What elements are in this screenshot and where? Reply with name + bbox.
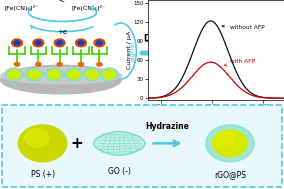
Circle shape: [100, 68, 119, 81]
Circle shape: [76, 39, 86, 47]
Circle shape: [97, 62, 102, 66]
Circle shape: [78, 62, 83, 66]
Circle shape: [25, 68, 43, 81]
Circle shape: [47, 70, 60, 79]
Circle shape: [97, 41, 102, 45]
Circle shape: [5, 68, 23, 81]
Circle shape: [86, 70, 99, 79]
Text: DPV: DPV: [143, 34, 163, 43]
Text: without AFP: without AFP: [222, 25, 265, 29]
FancyBboxPatch shape: [2, 105, 282, 187]
Circle shape: [216, 132, 234, 146]
Y-axis label: Current / μA: Current / μA: [127, 31, 131, 69]
Circle shape: [33, 39, 44, 47]
Ellipse shape: [1, 65, 122, 94]
Circle shape: [25, 129, 49, 147]
Circle shape: [36, 41, 41, 45]
Circle shape: [65, 68, 83, 81]
Circle shape: [213, 130, 247, 157]
Circle shape: [28, 70, 40, 79]
Text: +e: +e: [57, 29, 68, 35]
Circle shape: [14, 41, 20, 45]
Circle shape: [57, 62, 62, 66]
Text: PS (+): PS (+): [31, 170, 55, 179]
Circle shape: [45, 68, 63, 81]
Text: rGO@PS: rGO@PS: [214, 170, 246, 179]
Circle shape: [67, 70, 80, 79]
Text: +: +: [70, 136, 83, 151]
Circle shape: [206, 125, 254, 162]
Ellipse shape: [1, 67, 122, 84]
Circle shape: [78, 41, 84, 45]
Text: with AFP: with AFP: [224, 59, 255, 66]
Circle shape: [83, 68, 102, 81]
Text: Hydrazine: Hydrazine: [146, 122, 189, 131]
X-axis label: Potential / V: Potential / V: [197, 111, 235, 116]
Circle shape: [36, 62, 41, 66]
Circle shape: [103, 70, 116, 79]
Circle shape: [8, 70, 20, 79]
Circle shape: [57, 41, 62, 45]
Circle shape: [12, 39, 22, 47]
Text: Signal: Signal: [129, 40, 135, 62]
Circle shape: [18, 125, 67, 162]
Text: -e: -e: [59, 0, 66, 3]
Text: GO (-): GO (-): [108, 167, 131, 176]
Polygon shape: [94, 131, 145, 155]
Text: [Fe(CN)₆]⁴⁻: [Fe(CN)₆]⁴⁻: [71, 5, 105, 11]
Circle shape: [54, 39, 65, 47]
Text: [Fe(CN)₆]³⁻: [Fe(CN)₆]³⁻: [4, 5, 38, 11]
Circle shape: [94, 39, 105, 47]
Circle shape: [14, 62, 20, 66]
